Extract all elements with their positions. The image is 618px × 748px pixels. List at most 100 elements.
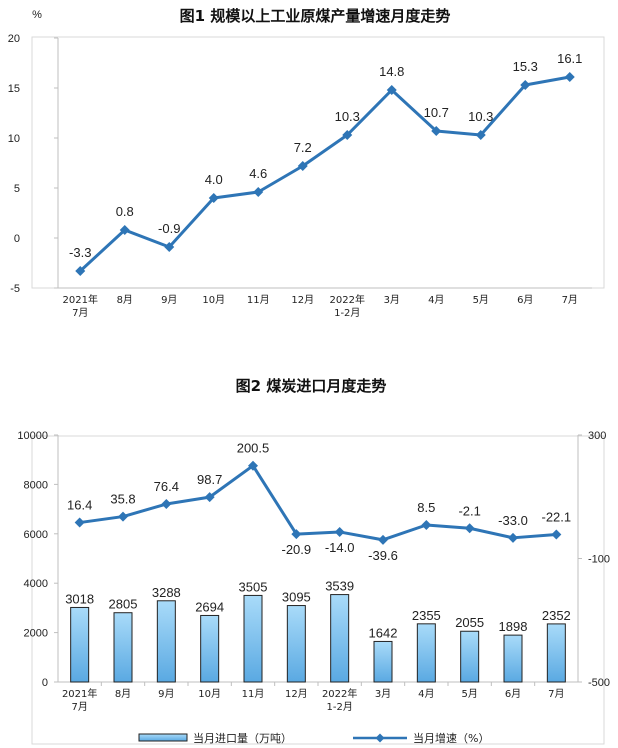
chart2-bar-label: 3018 xyxy=(65,591,94,606)
chart2-bar xyxy=(286,605,306,683)
chart2-bar xyxy=(330,594,350,683)
chart2-left-tick-label: 8000 xyxy=(24,479,48,491)
chart1-xtick-label-2: 9月 xyxy=(161,294,177,306)
chart2-title: 图2 煤炭进口月度走势 xyxy=(236,377,387,395)
chart2-bar xyxy=(200,614,220,683)
chart2-bar-label: 3288 xyxy=(152,585,181,600)
chart1-xtick-label-9: 5月 xyxy=(473,294,489,306)
chart1-data-label: 7.2 xyxy=(294,140,312,155)
chart2-growth-point xyxy=(551,529,562,540)
chart1-data-label: 14.8 xyxy=(379,64,404,79)
chart2-xtick-label-3: 10月 xyxy=(198,688,221,700)
chart2-xtick-label-5: 12月 xyxy=(285,688,308,700)
chart1-ytick-label: 15 xyxy=(8,83,20,95)
chart1-point xyxy=(342,130,353,140)
chart1-point xyxy=(253,187,264,197)
chart1-xtick-label-6: 2022年 1-2月 xyxy=(330,293,365,319)
chart2-bar-label: 3505 xyxy=(239,579,268,594)
chart2-xtick-label-2: 9月 xyxy=(158,688,174,700)
chart2-bar xyxy=(156,600,176,683)
chart1-ytick-label: 10 xyxy=(8,133,20,145)
chart2-growth-label: -20.9 xyxy=(282,542,312,557)
chart1-y-unit: % xyxy=(32,9,42,21)
chart2-growth-point xyxy=(161,499,172,510)
legend-bar-label: 当月进口量（万吨） xyxy=(193,731,292,745)
chart1-point xyxy=(564,72,575,82)
chart1-data-label: 4.0 xyxy=(205,172,223,187)
chart1-ytick-label: 5 xyxy=(14,183,20,195)
chart1-xtick-label-0: 2021年 7月 xyxy=(63,293,98,319)
chart2-bar xyxy=(546,623,566,683)
chart2-bar-label: 3095 xyxy=(282,590,311,605)
chart1-data-label: 10.3 xyxy=(468,109,493,124)
chart2-bar-label: 2805 xyxy=(109,597,138,612)
chart1-data-label: 16.1 xyxy=(557,51,582,66)
chart2-xtick-label-7: 3月 xyxy=(375,688,391,700)
chart2-xtick-label-9: 5月 xyxy=(461,688,477,700)
chart1-data-label: 15.3 xyxy=(513,59,538,74)
chart1-xtick-label-10: 6月 xyxy=(517,294,533,306)
chart1-point xyxy=(386,85,397,95)
chart1-ytick-label: -5 xyxy=(10,283,20,295)
chart2-growth-point xyxy=(74,517,85,528)
chart1-point xyxy=(164,242,175,252)
chart1-ytick-label: 20 xyxy=(8,33,20,45)
chart1-xtick-label-7: 3月 xyxy=(384,294,400,306)
chart2-bar xyxy=(416,623,436,683)
chart2-xtick-label-4: 11月 xyxy=(242,688,265,700)
chart1-xtick-label-4: 11月 xyxy=(247,294,270,306)
chart2-growth-point xyxy=(334,526,345,537)
chart2-growth-point xyxy=(378,534,388,545)
chart2-left-tick-label: 2000 xyxy=(24,628,48,640)
chart1-data-label: -3.3 xyxy=(69,245,91,260)
chart2-bar-label: 1898 xyxy=(499,619,528,634)
chart2-bar xyxy=(70,606,90,683)
chart2-xtick-label-10: 6月 xyxy=(505,688,521,700)
chart2-growth-label: 76.4 xyxy=(154,479,179,494)
chart1-xtick-label-3: 10月 xyxy=(202,294,225,306)
chart1-series-line xyxy=(79,75,571,273)
chart1-point xyxy=(75,266,86,276)
chart2-growth-point xyxy=(508,532,518,543)
chart2-growth-point xyxy=(421,520,432,531)
chart1-data-label: 10.7 xyxy=(424,105,449,120)
chart2-legend: 当月进口量（万吨） 当月增速（%） xyxy=(138,731,489,745)
chart1-point xyxy=(520,80,531,90)
chart2-growth-line xyxy=(79,464,557,542)
chart2-xtick-label-1: 8月 xyxy=(115,688,131,700)
coal-import-chart: 图2 煤炭进口月度走势 0 2000 4000 6000 8000 10000 -500 -… xyxy=(17,377,610,745)
chart1-point xyxy=(119,225,130,235)
chart2-bar-label: 2694 xyxy=(195,599,224,614)
chart1-xtick-label-1: 8月 xyxy=(117,294,133,306)
chart2-growth-point xyxy=(118,511,128,522)
chart1-point xyxy=(431,126,442,136)
chart2-bar xyxy=(460,630,480,683)
chart2-bar-label: 2055 xyxy=(455,615,484,630)
chart2-growth-point xyxy=(204,492,215,503)
chart2-growth-label: 8.5 xyxy=(417,500,435,515)
chart2-bar-label: 2352 xyxy=(542,608,571,623)
chart2-bar-label: 3539 xyxy=(325,579,354,594)
chart2-left-tick-label: 6000 xyxy=(24,529,48,541)
chart1-data-label: 0.8 xyxy=(116,204,134,219)
chart2-growth-point xyxy=(248,460,258,471)
chart2-frame xyxy=(31,435,605,745)
legend-bar-swatch xyxy=(138,733,188,742)
chart1-title: 图1 规模以上工业原煤产量增速月度走势 xyxy=(180,7,451,25)
chart2-growth-label: -22.1 xyxy=(542,509,572,524)
chart2-bar xyxy=(113,612,133,683)
chart2-bar-label: 1642 xyxy=(369,625,398,640)
chart2-xtick-label-8: 4月 xyxy=(418,688,434,700)
chart1-xtick-label-11: 7月 xyxy=(562,294,578,306)
chart2-growth-label: -14.0 xyxy=(325,540,355,555)
chart2-bar xyxy=(243,594,263,683)
chart2-left-tick-label: 0 xyxy=(42,677,48,689)
chart2-growth-label: -33.0 xyxy=(498,513,528,528)
chart2-right-tick-label: -500 xyxy=(588,677,610,689)
chart2-xtick-label-6: 2022年 1-2月 xyxy=(322,687,357,713)
chart2-xtick-label-11: 7月 xyxy=(548,688,564,700)
chart2-left-tick-label: 10000 xyxy=(17,430,48,442)
chart2-growth-point xyxy=(291,529,302,540)
chart1-xtick-label-5: 12月 xyxy=(291,294,314,306)
